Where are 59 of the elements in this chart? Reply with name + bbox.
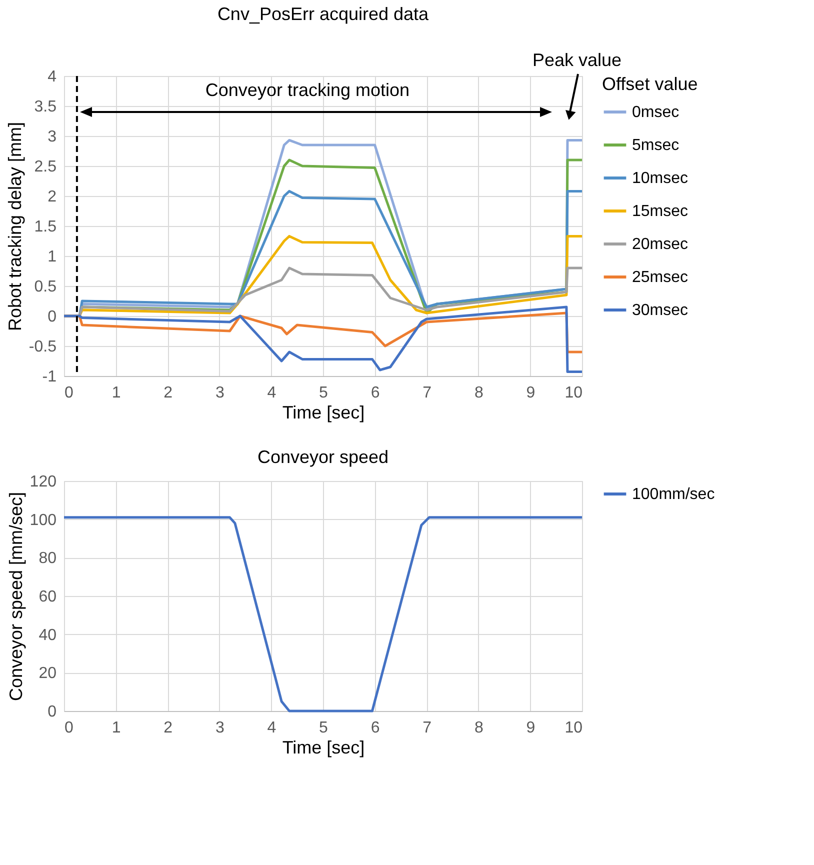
legend-label: 5msec — [632, 137, 680, 154]
x-tick-label: 6 — [370, 384, 380, 402]
annotation: Conveyor tracking motion — [205, 80, 410, 100]
y-tick-label: 120 — [30, 474, 57, 490]
x-tick-label: 9 — [526, 720, 536, 736]
y-tick-label: 80 — [38, 550, 57, 568]
x-tick-label: 2 — [164, 384, 173, 402]
legend-label: 25msec — [632, 269, 688, 286]
y-tick-label: 3 — [48, 128, 57, 146]
line-series — [62, 516, 584, 712]
legend-title: Offset value — [602, 74, 698, 94]
x-tick-label: 10 — [564, 720, 583, 736]
x-tick-label: 3 — [215, 384, 224, 402]
y-tick-label: -0.5 — [28, 338, 57, 356]
x-tick-label: 6 — [370, 720, 380, 736]
legend-label: 0msec — [632, 104, 680, 121]
y-tick-label: -1 — [42, 368, 57, 386]
legend-label: 20msec — [632, 236, 688, 253]
y-tick-label: 1.5 — [34, 218, 57, 236]
y-axis-title: Robot tracking delay [mm] — [4, 122, 25, 332]
x-tick-label: 9 — [526, 384, 536, 402]
x-tick-label: 0 — [64, 384, 74, 402]
legend-label: 30msec — [632, 302, 688, 319]
y-tick-label: 3.5 — [34, 98, 57, 116]
x-tick-label: 3 — [215, 720, 224, 736]
x-tick-label: 7 — [422, 384, 432, 402]
y-tick-label: 2 — [48, 188, 57, 206]
x-tick-label: 5 — [319, 720, 328, 736]
y-tick-label: 0.5 — [34, 278, 57, 296]
line-series — [62, 306, 584, 374]
legend-label: 100mm/sec — [632, 486, 715, 503]
chart-title: Conveyor speed — [257, 447, 389, 467]
y-tick-label: 2.5 — [34, 158, 57, 176]
y-tick-label: 4 — [48, 68, 57, 86]
x-tick-label: 2 — [164, 720, 173, 736]
x-tick-label: 1 — [112, 720, 121, 736]
text: Peak value — [532, 50, 622, 70]
x-tick-label: 4 — [267, 384, 276, 402]
y-tick-label: 100 — [30, 512, 57, 529]
x-tick-label: 0 — [64, 720, 74, 736]
y-tick-label: 0 — [48, 308, 57, 326]
legend-label: 10msec — [632, 170, 688, 187]
y-axis-title: Conveyor speed [mm/sec] — [6, 492, 26, 702]
y-tick-label: 0 — [48, 704, 57, 720]
y-tick-label: 20 — [38, 665, 57, 682]
y-tick-label: 60 — [38, 588, 57, 606]
x-tick-label: 1 — [112, 384, 121, 402]
legend-label: 15msec — [632, 203, 688, 220]
y-tick-label: 40 — [38, 626, 57, 644]
y-tick-label: 1 — [48, 248, 57, 266]
x-tick-label: 8 — [474, 384, 484, 402]
x-tick-label: 10 — [564, 384, 583, 402]
x-tick-label: 5 — [319, 384, 328, 402]
x-tick-label: 7 — [422, 720, 432, 736]
x-axis-title: Time [sec] — [282, 738, 365, 758]
x-axis-title: Time [sec] — [282, 402, 365, 422]
x-tick-label: 4 — [267, 720, 276, 736]
chart-title: Cnv_PosErr acquired data — [217, 4, 430, 24]
x-tick-label: 8 — [474, 720, 484, 736]
